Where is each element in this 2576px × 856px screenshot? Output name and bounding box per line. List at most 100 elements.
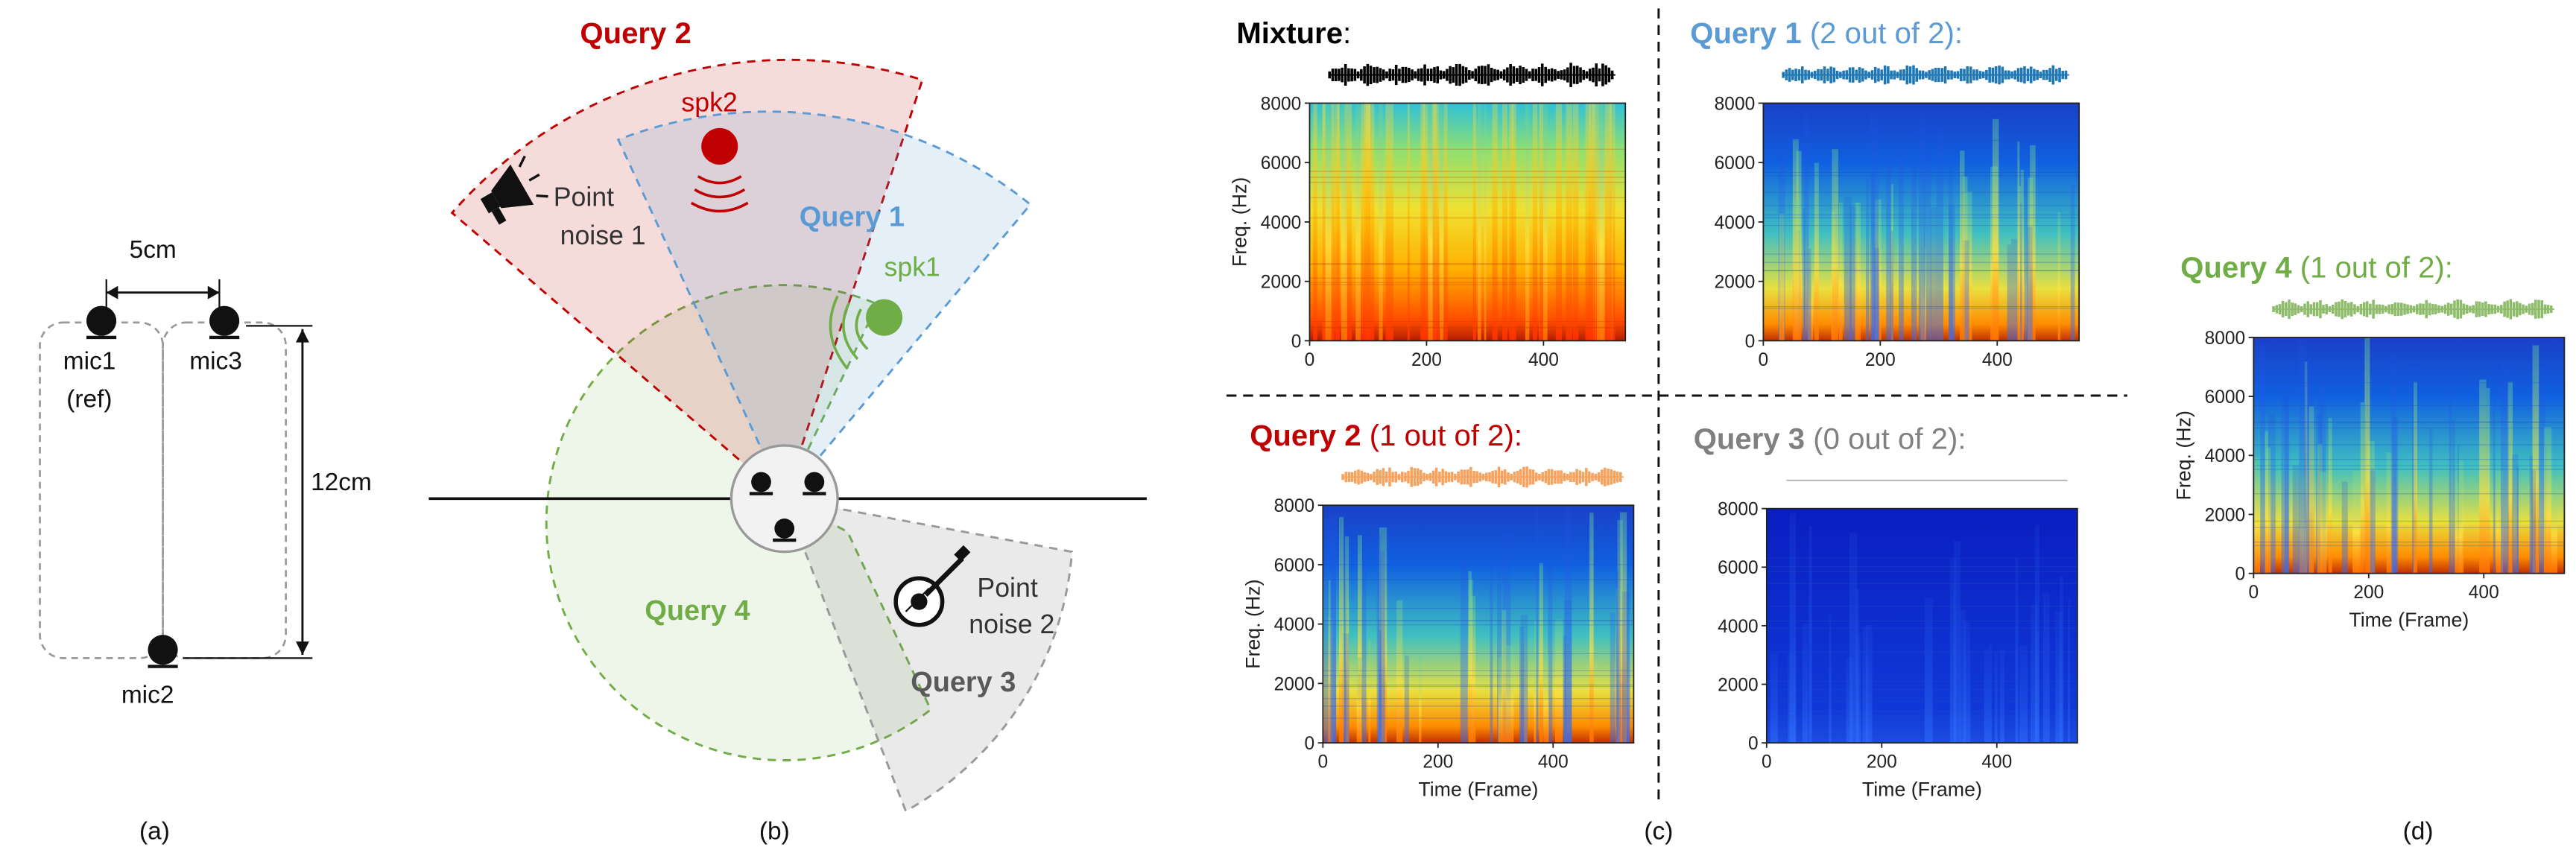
query1-region xyxy=(616,110,1032,501)
spectrogram-stripe xyxy=(2285,396,2290,574)
spectrogram-stripe xyxy=(1849,533,1858,744)
y-tick-label: 4000 xyxy=(2205,446,2246,466)
panel-d: Query 4 (1 out of 2): 0 2000 4000 6000 8000 0 2… xyxy=(2173,251,2566,846)
spectrogram-stripe xyxy=(1899,145,1904,341)
spectrogram-stripe xyxy=(1873,247,1880,341)
spectrogram-stripe xyxy=(1616,570,1619,744)
spectrogram-stripe xyxy=(2496,470,2504,574)
spectrogram-stripe xyxy=(1506,645,1514,744)
spectrogram-stripe xyxy=(1984,649,1990,744)
spectrogram-stripe xyxy=(2452,419,2455,574)
spectrogram-stripe xyxy=(1322,103,1326,341)
y-axis-label: Freq. (Hz) xyxy=(1229,177,1251,267)
spectrogram-stripe xyxy=(1794,200,1800,341)
spectrogram-stripe xyxy=(1989,643,1992,744)
spectrogram-stripe xyxy=(1420,103,1425,341)
panel-title: Mixture: xyxy=(1236,16,1351,50)
spectrogram-stripe xyxy=(1871,172,1876,341)
mic1-label: mic1 xyxy=(63,347,116,375)
y-tick-label: 0 xyxy=(1748,734,1759,754)
spectrogram-stripe xyxy=(1335,103,1340,341)
spectrogram-stripe xyxy=(1949,162,1953,341)
y-tick-label: 4000 xyxy=(1715,213,1756,233)
spectrogram-stripe xyxy=(1566,103,1572,341)
panel-title-suffix: (2 out of 2): xyxy=(1802,16,1963,50)
spectrogram-stripe xyxy=(2055,611,2063,744)
y-tick-label: 6000 xyxy=(1274,556,1315,576)
spectrogram-stripe xyxy=(2479,379,2487,574)
waveform xyxy=(1782,65,2068,85)
spectrogram-stripe xyxy=(1802,624,1808,744)
y-tick-label: 6000 xyxy=(1261,153,1302,174)
x-tick-label: 200 xyxy=(1411,350,1442,370)
y-tick-label: 8000 xyxy=(1718,500,1759,520)
spectrogram-stripe xyxy=(1963,621,1971,744)
spectrogram-stripe xyxy=(1548,542,1553,744)
spectrogram-stripe xyxy=(1355,103,1361,341)
x-tick-label: 0 xyxy=(1762,752,1772,773)
spectrogram-stripe xyxy=(2352,471,2361,574)
spectrogram-stripe xyxy=(2512,454,2519,574)
y-tick-label: 6000 xyxy=(1715,153,1756,174)
spectrogram-stripe xyxy=(1313,103,1317,341)
spectrogram-stripe xyxy=(1501,103,1507,341)
spectrogram-stripe xyxy=(1886,156,1891,341)
spectrogram-stripe xyxy=(2010,238,2018,341)
spectrogram-stripe xyxy=(1949,559,1957,744)
y-tick-label: 8000 xyxy=(1715,94,1756,114)
mic3-label: mic3 xyxy=(189,347,242,375)
spectrogram-stripe xyxy=(1911,164,1917,341)
spectrogram-stripe xyxy=(1338,517,1344,744)
spectrogram-stripe xyxy=(1346,103,1352,341)
y-tick-label: 0 xyxy=(1305,734,1315,754)
spectrogram-stripe xyxy=(1808,525,1812,744)
spectrogram-stripe xyxy=(1554,619,1563,744)
panel-title: Query 3 (0 out of 2): xyxy=(1694,422,1966,455)
query4-label: Query 4 xyxy=(645,595,750,627)
spectrogram-stripe xyxy=(1856,203,1861,341)
spectrogram-stripe xyxy=(1832,149,1838,341)
spectrogram-stripe xyxy=(2299,339,2306,574)
spectrogram-stripe xyxy=(1770,653,1778,744)
x-tick-label: 200 xyxy=(1423,752,1453,773)
waveform xyxy=(2272,299,2553,320)
spectrogram-stripe xyxy=(1779,213,1785,341)
spectrogram-stripe xyxy=(1331,544,1336,744)
height-label: 12cm xyxy=(311,469,372,496)
x-tick-label: 200 xyxy=(1867,752,1897,773)
spectrogram-stripe xyxy=(1962,240,1969,341)
spectrogram-stripe xyxy=(1498,657,1503,744)
spectrogram-stripe xyxy=(1364,103,1371,341)
y-tick-label: 0 xyxy=(1291,332,1302,352)
spectrogram-stripe xyxy=(1492,103,1498,341)
spectrogram-stripe xyxy=(1502,533,1511,744)
y-tick-label: 2000 xyxy=(2205,505,2246,525)
spectrogram-stripe xyxy=(2035,524,2039,744)
spectrogram-stripe xyxy=(1432,103,1437,341)
x-tick-label: 400 xyxy=(1528,350,1559,370)
spectrogram-stripe xyxy=(1534,653,1537,744)
spectrogram-stripe xyxy=(2428,428,2433,574)
spk1-wave-icon xyxy=(829,295,869,370)
spectrogram-stripe xyxy=(1525,103,1530,341)
panel-title-name: Query 3 xyxy=(1694,422,1805,455)
spectrogram-stripe xyxy=(1368,638,1371,744)
spectrogram-stripe xyxy=(2308,406,2314,574)
x-axis-label: Time (Frame) xyxy=(2349,609,2469,631)
spectrogram-stripe xyxy=(1788,651,1797,744)
spectrogram-stripe xyxy=(1344,527,1346,744)
spectrogram-stripe xyxy=(2392,417,2399,574)
spectrogram-stripe xyxy=(1838,202,1843,341)
x-tick-label: 400 xyxy=(1538,752,1569,773)
noise1-label-line1: Point xyxy=(554,183,614,212)
spectrogram-stripe xyxy=(1484,103,1487,341)
y-tick-label: 2000 xyxy=(1718,675,1759,695)
spectrogram-stripe xyxy=(2449,379,2452,574)
spectrogram-stripe xyxy=(2341,481,2348,574)
spectrogram-stripe xyxy=(1924,151,1931,341)
mic3-icon xyxy=(209,305,240,340)
panel-title-suffix: : xyxy=(1343,16,1351,50)
spectrogram-stripe xyxy=(1918,112,1925,341)
